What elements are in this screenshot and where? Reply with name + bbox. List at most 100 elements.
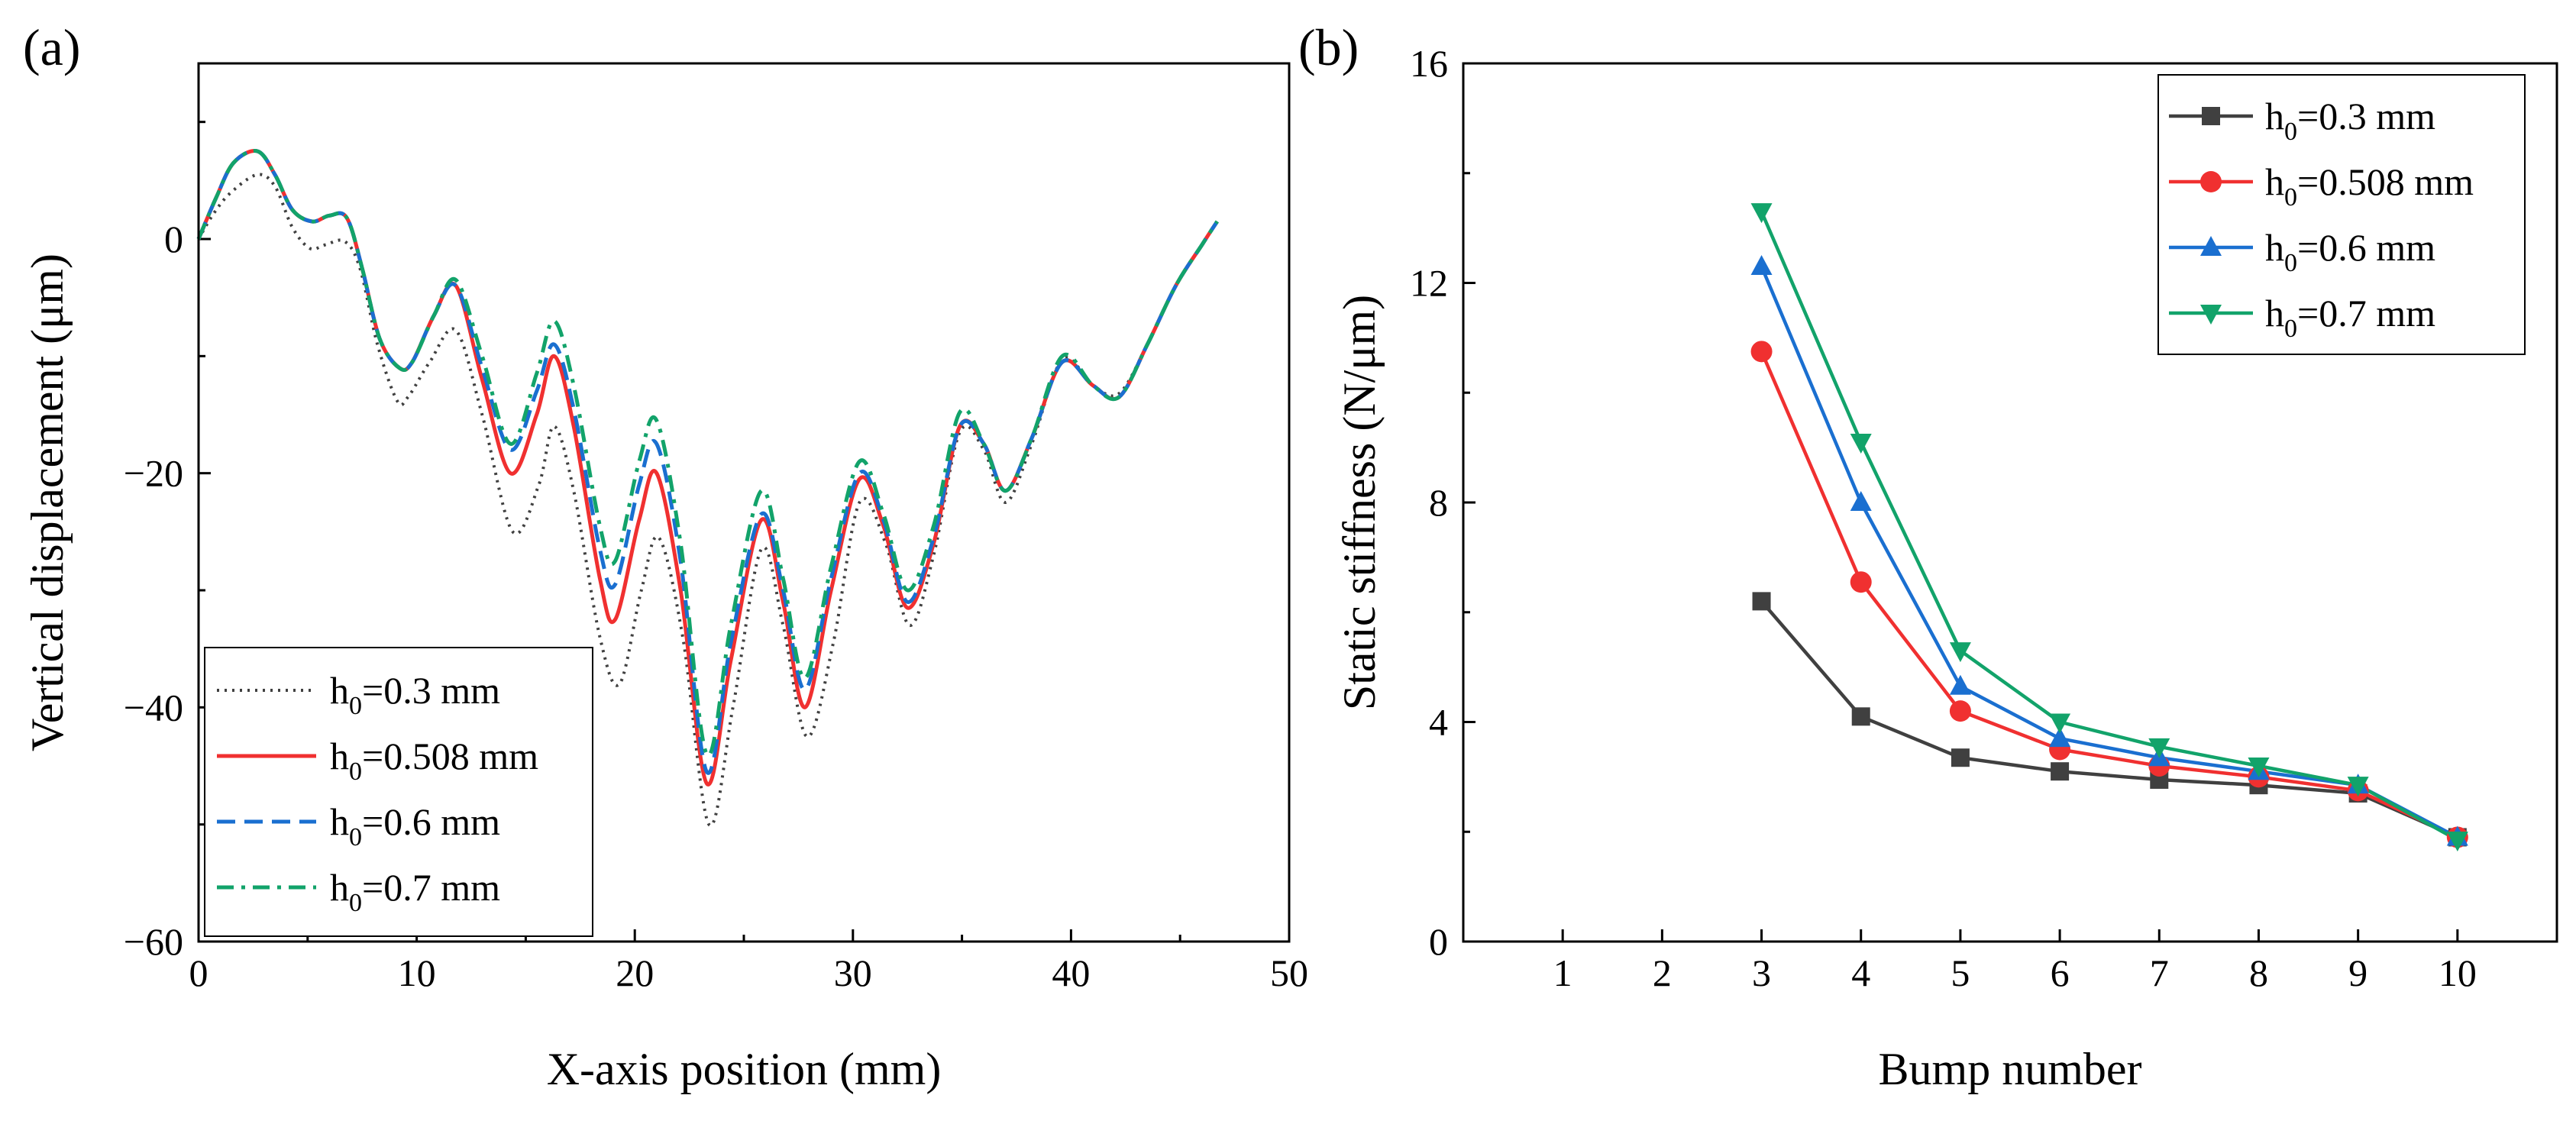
- b-x-tick-label: 1: [1553, 951, 1572, 994]
- b-series-line-1: [1760, 351, 2458, 839]
- a-plot-frame: [197, 62, 1291, 943]
- b-legend-text-main: h: [2265, 95, 2284, 137]
- b-x-tick-label: 4: [1851, 951, 1870, 994]
- a-legend-text-rest: =0.3 mm: [362, 669, 500, 712]
- a-legend-label-3: h0=0.7 mm: [330, 866, 500, 917]
- a-y-tick-label: −20: [124, 452, 183, 495]
- b-legend-marker-2: [2200, 236, 2222, 256]
- a-legend-text-rest: =0.7 mm: [362, 866, 500, 909]
- b-point-3-4: [2148, 738, 2170, 758]
- a-series-line-3: [196, 149, 1219, 758]
- a-legend-text-main: h: [330, 669, 349, 712]
- a-legend-text-sub: 0: [349, 889, 362, 917]
- b-series-line-0: [1760, 599, 2458, 839]
- a-x-tick-label: 50: [1270, 951, 1308, 994]
- a-legend-label-0: h0=0.3 mm: [330, 669, 500, 720]
- b-point-3-6: [2347, 777, 2369, 797]
- b-legend-marker-3: [2200, 305, 2222, 325]
- a-x-axis-label: X-axis position (mm): [547, 1044, 942, 1094]
- b-legend-text-main: h: [2265, 160, 2284, 203]
- b-x-tick-label: 2: [1653, 951, 1672, 994]
- a-legend-text-main: h: [330, 866, 349, 909]
- a-ticks: 0 10 20 30 40 50 0 −20 −40 −60: [124, 121, 1308, 994]
- b-point-2-1: [1850, 491, 1872, 511]
- a-legend-label-1: h0=0.508 mm: [330, 735, 538, 786]
- a-x-tick-label: 0: [189, 951, 208, 994]
- b-x-tick-label: 9: [2348, 951, 2368, 994]
- b-y-tick-label: 8: [1429, 481, 1448, 524]
- chart-a: (a) 0 10 20 30 40 500−20−40−60 h0=0.3 mmh0=0.…: [22, 18, 1308, 1094]
- b-legend-label-3: h0=0.7 mm: [2265, 292, 2435, 343]
- a-y-tick-label: 0: [164, 218, 183, 260]
- b-point-1-1: [1850, 571, 1872, 593]
- b-point-0-3: [2051, 762, 2070, 781]
- a-y-tick-label: −60: [124, 920, 183, 963]
- b-series-line-3: [1760, 211, 2458, 842]
- a-legend-text-sub: 0: [349, 823, 362, 851]
- b-legend-text-main: h: [2265, 292, 2284, 334]
- b-point-0-1: [1851, 707, 1870, 726]
- b-legend-label-2: h0=0.6 mm: [2265, 226, 2435, 277]
- a-x-tick-label: 10: [398, 951, 436, 994]
- b-point-2-0: [1750, 254, 1773, 275]
- a-legend-text-rest: =0.508 mm: [362, 735, 538, 777]
- b-y-tick-label: 16: [1410, 42, 1448, 85]
- b-y-axis-label: Static stiffness (N/μm): [1334, 295, 1385, 710]
- b-point-0-0: [1752, 592, 1771, 611]
- a-legend-text-main: h: [330, 800, 349, 843]
- a-legend-text-sub: 0: [349, 758, 362, 786]
- b-legend-text-rest: =0.6 mm: [2297, 226, 2435, 269]
- b-legend-text-main: h: [2265, 226, 2284, 269]
- b-point-3-7: [2446, 832, 2468, 852]
- b-point-3-5: [2248, 758, 2270, 777]
- b-point-3-1: [1850, 433, 1872, 454]
- a-legend-text-rest: =0.6 mm: [362, 800, 500, 843]
- b-point-3-3: [2049, 713, 2071, 734]
- b-legend-label-1: h0=0.508 mm: [2265, 160, 2474, 212]
- a-legend-text-sub: 0: [349, 692, 362, 720]
- a-series: [196, 149, 1219, 828]
- b-plot-frame: [1462, 62, 2558, 943]
- a-y-tick-label: −40: [124, 686, 183, 728]
- b-x-tick-label: 8: [2249, 951, 2268, 994]
- b-legend-text-sub: 0: [2284, 118, 2297, 146]
- a-legend-label-2: h0=0.6 mm: [330, 800, 500, 851]
- b-legend-text-rest: =0.7 mm: [2297, 292, 2435, 334]
- b-point-1-0: [1750, 341, 1773, 363]
- a-x-tick-label: 40: [1052, 951, 1090, 994]
- b-x-tick-label: 3: [1752, 951, 1771, 994]
- a-x-tick-label: 30: [834, 951, 872, 994]
- a-series-line-0: [197, 173, 1219, 828]
- b-point-3-0: [1750, 203, 1773, 224]
- b-x-tick-label: 7: [2150, 951, 2169, 994]
- b-series: [1750, 203, 2468, 852]
- b-legend-marker-0: [2202, 107, 2220, 125]
- b-legend-text-rest: =0.508 mm: [2297, 160, 2474, 203]
- panel-label-a: (a): [23, 18, 80, 76]
- panel-label-b: (b): [1298, 18, 1359, 76]
- b-x-axis-label: Bump number: [1879, 1044, 2142, 1094]
- b-legend-text-rest: =0.3 mm: [2297, 95, 2435, 137]
- b-legend-text-sub: 0: [2284, 183, 2297, 212]
- b-legend-label-0: h0=0.3 mm: [2265, 95, 2435, 146]
- b-legend-text-sub: 0: [2284, 249, 2297, 277]
- b-y-tick-label: 0: [1429, 920, 1448, 963]
- b-legend-text-sub: 0: [2284, 315, 2297, 343]
- b-x-tick-label: 10: [2439, 951, 2477, 994]
- b-x-tick-label: 5: [1951, 951, 1970, 994]
- b-point-0-2: [1951, 748, 1970, 767]
- a-x-tick-label: 20: [616, 951, 654, 994]
- b-legend-marker-1: [2200, 171, 2222, 192]
- b-y-tick-label: 4: [1429, 701, 1448, 744]
- a-legend-text-main: h: [330, 735, 349, 777]
- a-y-axis-label: Vertical displacement (μm): [22, 254, 73, 751]
- b-point-2-3: [2049, 727, 2071, 748]
- b-point-3-2: [1949, 642, 1971, 663]
- b-point-2-2: [1949, 674, 1971, 695]
- b-y-tick-label: 12: [1410, 262, 1448, 305]
